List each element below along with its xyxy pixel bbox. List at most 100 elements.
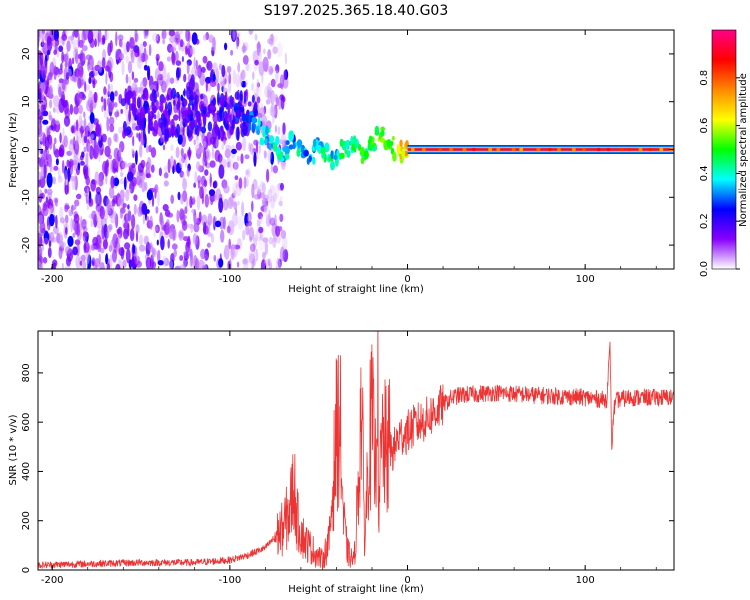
heatmap-cell [86,139,91,153]
heatmap-cell [196,112,201,125]
heatmap-cell [124,242,131,250]
heatmap-cell [236,155,240,162]
heatmap-cell [267,49,272,60]
heatmap-cell [264,241,268,247]
heatmap-cell [117,34,124,41]
heatmap-cell [110,239,115,251]
heatmap-cell [129,37,135,49]
heatmap-cell [228,238,231,250]
heatmap-cell [184,45,188,56]
heatmap-cell [248,115,252,124]
heatmap-cell [131,102,135,111]
heatmap-cell [249,243,256,253]
heatmap-cell [235,141,242,151]
heatmap-cell [150,147,157,158]
heatmap-cell [147,65,151,81]
heatmap-cell [250,143,254,155]
heatmap-cell [248,249,253,265]
heatmap-cell [49,61,55,76]
heatmap-cell [133,203,137,216]
heatmap-cell [256,82,260,88]
heatmap-cell [46,35,52,47]
heatmap-cell [188,94,194,106]
heatmap-cell [192,233,198,246]
heatmap-cell [169,155,174,169]
heatmap-cell [227,197,234,209]
heatmap-cell [232,212,238,227]
heatmap-cell [176,67,180,81]
heatmap-cell [167,77,170,86]
heatmap-cell [208,34,214,43]
heatmap-cell [257,112,263,119]
heatmap-cell [224,91,228,105]
heatmap-cell [61,262,64,269]
heatmap-cell [392,151,397,162]
heatmap-cell [64,169,68,185]
heatmap-cell [209,160,216,168]
heatmap-cell [581,147,586,152]
heatmap-cell [166,56,171,62]
heatmap-cell [228,72,232,85]
heatmap-cell [186,168,190,177]
heatmap-cell [79,160,85,166]
heatmap-cell [136,97,141,109]
heatmap-cell [86,202,90,211]
heatmap-cell [247,220,252,227]
heatmap-cell [134,256,137,265]
heatmap-cell [261,125,266,132]
heatmap-cell [234,91,240,100]
heatmap-cell [220,229,225,243]
heatmap-cell [256,129,261,135]
heatmap-cell [90,134,94,144]
heatmap-cell [38,128,43,138]
heatmap-cell [226,225,231,234]
heatmap-cell [42,110,49,117]
heatmap-cell [53,165,59,171]
heatmap-cell [121,161,128,169]
heatmap-cell [202,154,206,167]
heatmap-cell [285,140,290,146]
heatmap-cell [270,103,274,113]
snr-y-tick-label: 200 [21,511,32,530]
heatmap-cell [197,179,201,189]
heatmap-cell [251,183,255,199]
heatmap-cell [193,139,197,146]
heatmap-cell [237,33,240,38]
heatmap-cell [158,61,164,72]
heatmap-cell [202,55,208,64]
heatmap-cell [169,35,176,44]
snr-y-label: SNR (10 * v/v) [8,414,19,485]
colorbar-gradient [712,30,736,269]
heatmap-cell [105,30,109,41]
heatmap-cell [232,69,237,85]
heatmap-cell [198,144,204,154]
heatmap-cell [218,107,223,119]
heatmap-cell [195,144,202,155]
heatmap-cell [101,34,106,45]
heatmap-cell [241,113,247,122]
heatmap-cell [63,115,71,127]
spectrogram-y-tick-label: -20 [21,237,32,253]
heatmap-cell [54,137,57,145]
heatmap-cell [217,82,220,93]
heatmap-cell [163,172,169,179]
heatmap-cell [87,60,91,70]
heatmap-cell [152,128,158,137]
heatmap-cell [113,133,118,142]
heatmap-cell [108,116,115,126]
spectrogram-y-tick-label: 0 [21,146,32,152]
heatmap-cell [131,162,136,168]
heatmap-cell [187,151,192,158]
heatmap-cell [87,64,92,73]
heatmap-cell [155,226,159,232]
heatmap-cell [238,177,243,189]
heatmap-cell [215,188,222,201]
heatmap-cell [214,220,222,228]
heatmap-cell [659,147,664,152]
heatmap-cell [110,175,115,189]
heatmap-cell [131,214,136,230]
heatmap-cell [275,258,281,269]
heatmap-cell [215,138,219,149]
heatmap-cell [127,210,132,222]
